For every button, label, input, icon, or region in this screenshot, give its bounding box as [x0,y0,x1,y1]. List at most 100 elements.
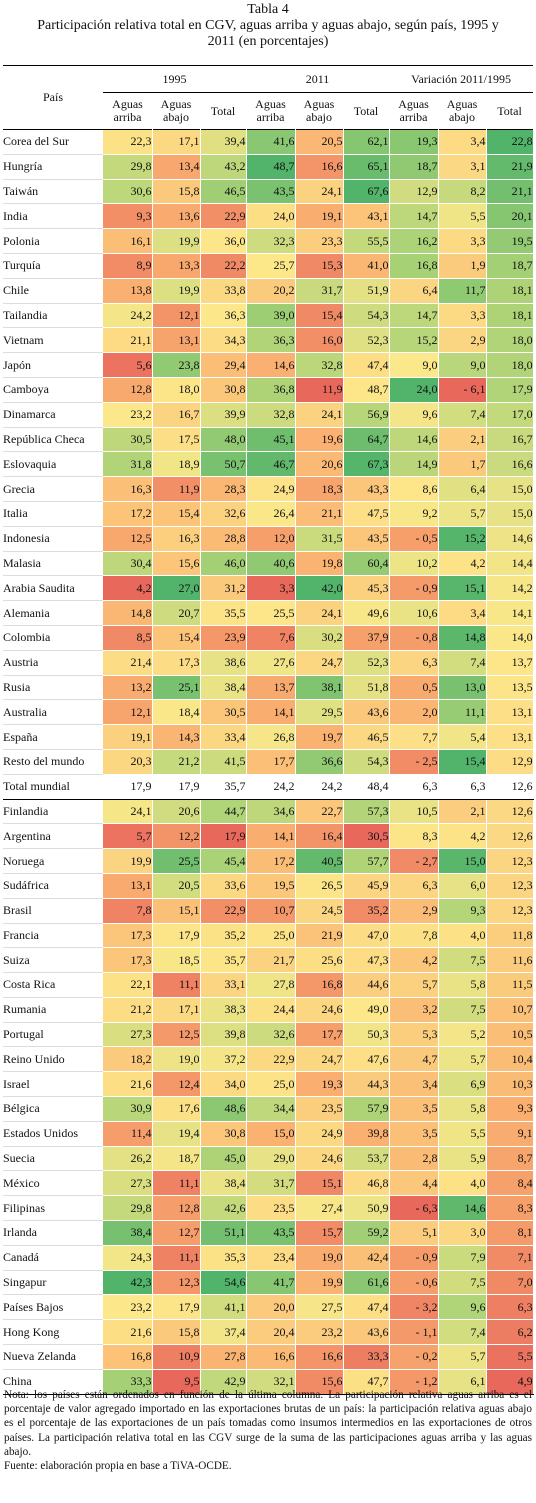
country-cell: Taiwán [3,179,103,205]
value-cell: 19,1 [103,724,153,750]
value-cell: 47,4 [343,352,390,378]
value-cell: 24,0 [246,203,296,230]
table-row: Hong Kong 21,6 15,8 37,4 20,4 23,2 43,6- 1,1 7,… [3,1319,534,1346]
country-cell: Tailandia [3,303,103,329]
value-cell: 19,7 [295,724,344,750]
value-cell: 4,9 [486,1369,534,1395]
value-cell: 14,7 [389,303,439,329]
value-cell: 13,3 [152,253,201,279]
value-cell: 53,7 [343,1146,390,1172]
table-row: Tailandia 24,2 12,1 36,3 39,0 15,4 54,3 14,7 3,3… [3,303,534,329]
value-cell: 27,4 [295,1195,344,1222]
column-header: Total [353,103,379,118]
value-cell: 34,0 [200,1071,247,1098]
value-cell: 10,4 [486,1046,534,1073]
table-row: Rumania 21,2 17,1 38,3 24,4 24,6 49,0 3,2 7,5 10,… [3,997,534,1023]
value-cell: 38,4 [200,675,247,701]
value-cell: 54,3 [343,749,390,775]
value-cell: 32,6 [200,501,247,527]
value-cell: 47,3 [343,947,390,974]
country-cell: Austria [3,650,103,676]
value-cell: 23,9 [200,625,247,651]
value-cell: 14,6 [438,1195,487,1222]
value-cell: 3,3 [246,575,296,602]
country-cell: Polonia [3,228,103,254]
value-cell: 13,1 [486,724,534,750]
value-cell: 19,0 [152,1046,201,1073]
value-cell: 15,0 [486,476,534,502]
value-cell: 59,2 [343,1220,390,1246]
value-cell: 47,0 [343,923,390,949]
value-cell: 48,7 [343,377,390,403]
value-cell: 24,9 [295,1121,344,1147]
value-cell: 42,0 [295,575,344,602]
value-cell: 43,5 [246,179,296,205]
country-cell: Italia [3,501,103,527]
table-row: Colombia 8,5 15,4 23,9 7,6 30,2 37,9- 0,8 14,8 1… [3,625,534,651]
value-cell: 50,9 [343,1195,390,1222]
value-cell: 15,4 [295,303,344,329]
value-cell: 12,5 [152,1022,201,1048]
value-cell: 29,5 [295,699,344,726]
value-cell: 40,6 [246,551,296,577]
value-cell: 17,6 [152,1096,201,1122]
country-cell: Chile [3,278,103,304]
value-cell: 2,9 [389,898,439,924]
country-cell: Brasil [3,898,103,924]
value-cell: 5,5 [438,203,487,230]
value-cell: 14,1 [246,823,296,850]
value-cell: 16,8 [295,972,344,998]
value-cell: 32,6 [246,1022,296,1048]
value-cell: 2,1 [438,427,487,453]
value-cell: 27,6 [246,650,296,676]
value-cell: 22,8 [486,129,534,155]
country-cell: Rumania [3,997,103,1023]
table-row: Portugal 27,3 12,5 39,8 32,6 17,7 50,3 5,3 5,2 10… [3,1022,534,1048]
value-cell: 21,9 [295,923,344,949]
value-cell: 42,6 [200,1195,247,1222]
value-cell: 39,9 [200,402,247,428]
country-cell: Corea del Sur [3,129,103,155]
table-row: India 9,3 13,6 22,9 24,0 19,1 43,1 14,7 5,5 20,1 [3,203,534,230]
value-cell: 30,9 [103,1096,153,1122]
value-cell: 13,1 [486,699,534,726]
value-cell: 3,3 [438,228,487,254]
value-cell: 26,4 [246,501,296,527]
country-cell: Bélgica [3,1096,103,1122]
value-cell: 60,4 [343,551,390,577]
value-cell: 30,8 [200,1121,247,1147]
value-cell: 40,5 [295,848,344,874]
value-cell: 43,2 [200,154,247,180]
value-cell: 30,5 [103,427,153,453]
value-cell: 16,8 [389,253,439,279]
value-cell: 24,1 [103,799,153,825]
value-cell: 20,7 [152,600,201,626]
header-row-columns: Aguas arriba Aguas abajo Total Aguas arr… [3,93,534,130]
value-cell: 9,2 [389,501,439,527]
value-cell: 44,6 [343,972,390,998]
value-cell: 54,3 [343,303,390,329]
value-cell: 7,8 [389,923,439,949]
value-cell: 39,8 [200,1022,247,1048]
value-cell: 4,2 [103,575,153,602]
value-cell: 47,5 [343,501,390,527]
table-row: Polonia 16,1 19,9 36,0 32,3 23,3 55,5 16,2 3,3 19… [3,228,534,254]
value-cell: - 6,1 [438,377,487,403]
table-row: Italia 17,2 15,4 32,6 26,4 21,1 47,5 9,2 5,7 15,0 [3,501,534,527]
value-cell: 5,7 [438,1046,487,1073]
table-row: Bélgica 30,9 17,6 48,6 34,4 23,5 57,9 3,5 5,8 9,3 [3,1096,534,1122]
table-row: Estados Unidos 11,4 19,4 30,8 15,0 24,9 39,8 3,… [3,1121,534,1147]
value-cell: 20,5 [295,129,344,155]
value-cell: 34,6 [246,799,296,825]
column-header: Aguas arriba [255,97,286,124]
value-cell: 4,2 [438,551,487,577]
value-cell: 15,1 [152,898,201,924]
value-cell: 27,0 [152,575,201,602]
value-cell: - 1,2 [389,1369,439,1395]
value-cell: 20,0 [246,1294,296,1321]
value-cell: 7,0 [486,1270,534,1296]
value-cell: 17,7 [246,749,296,775]
value-cell: 16,7 [486,427,534,453]
value-cell: 5,7 [438,501,487,527]
value-cell: 38,4 [103,1220,153,1246]
